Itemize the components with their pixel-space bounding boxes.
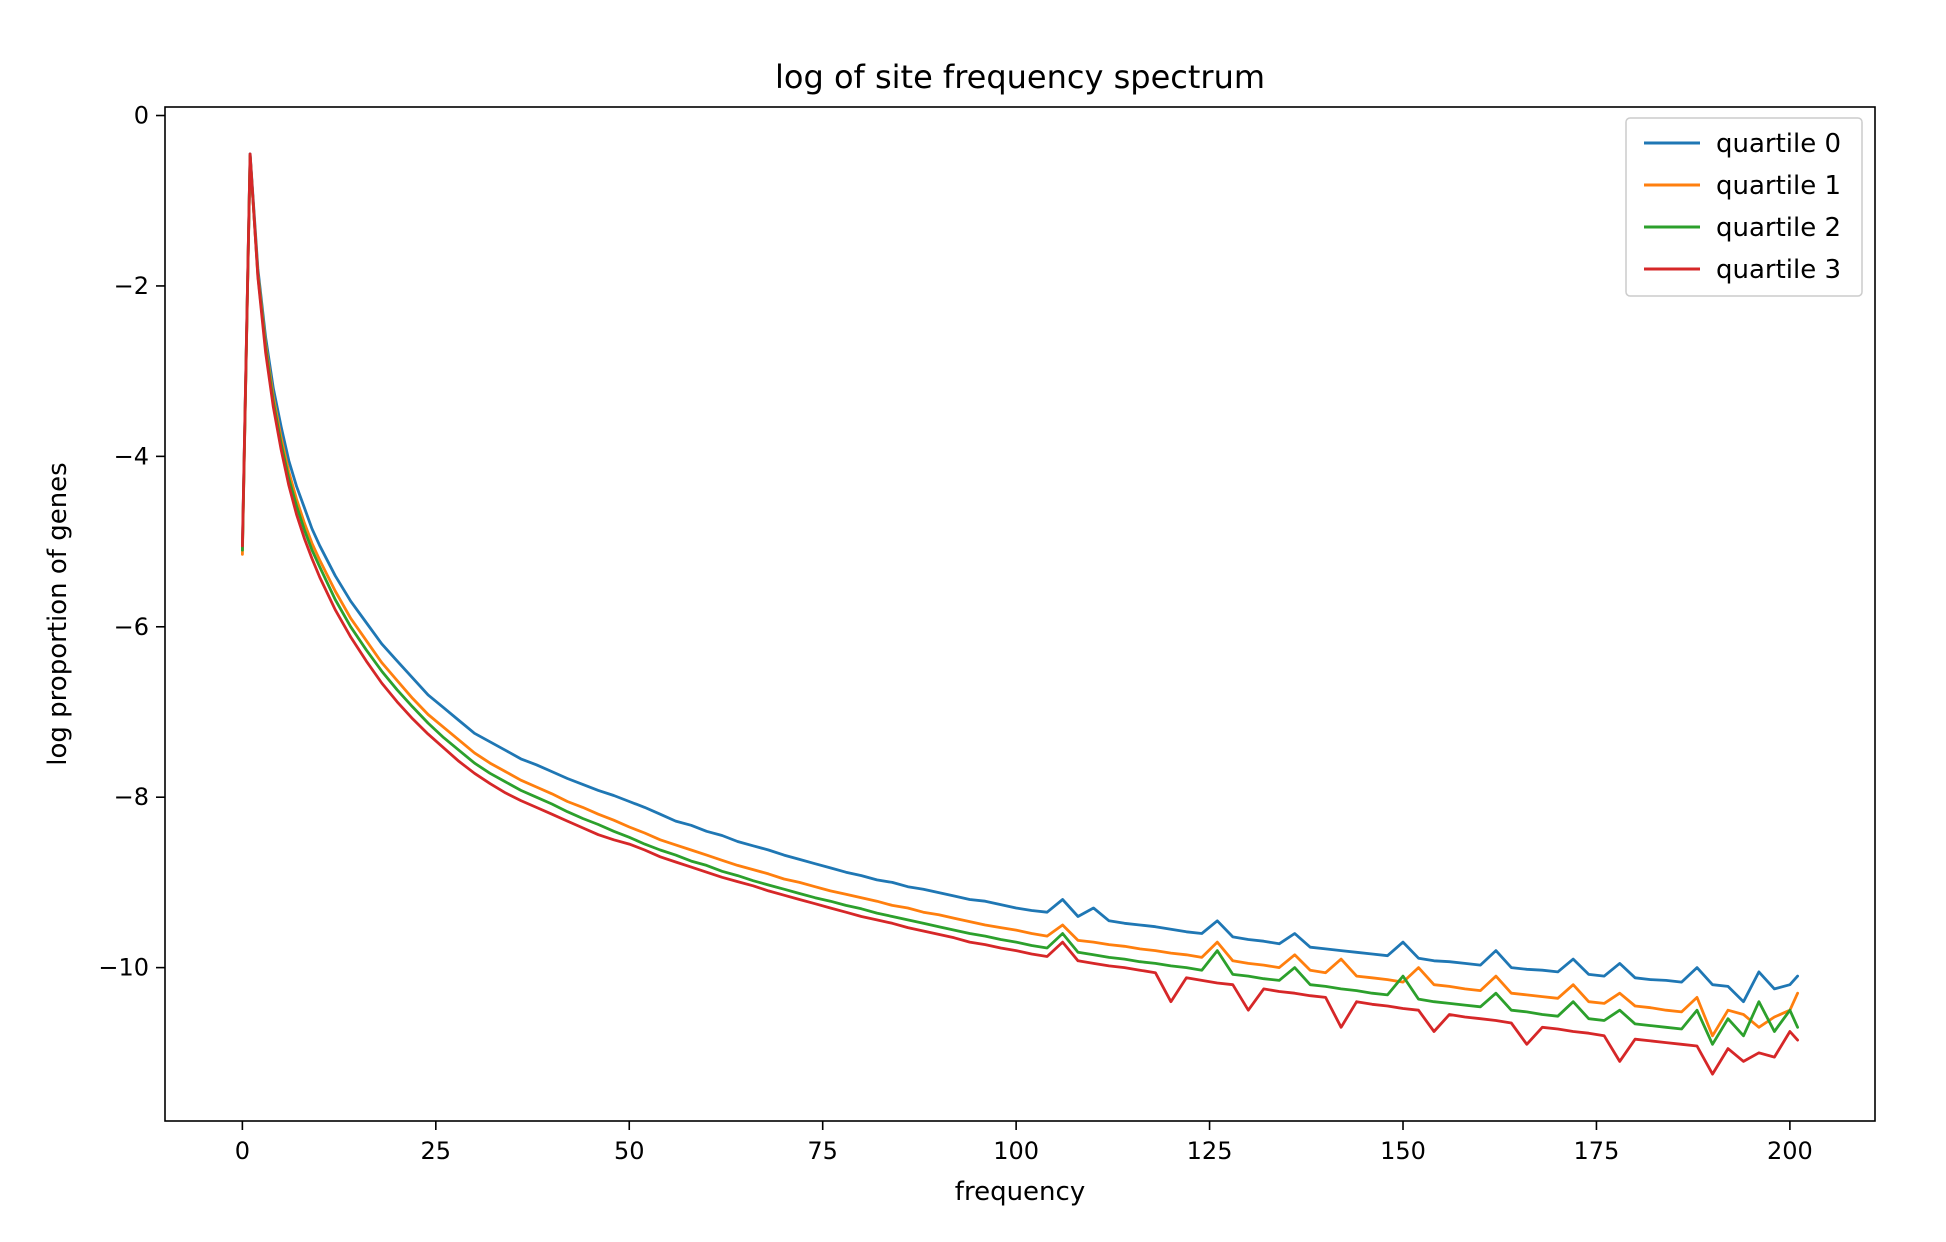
legend-label-2: quartile 2 [1716, 213, 1841, 243]
x-tick-label: 0 [235, 1137, 250, 1165]
x-axis-label: frequency [955, 1177, 1085, 1207]
series-line-quartile-1 [240, 154, 1799, 1038]
x-tick-label: 100 [993, 1137, 1039, 1165]
series-line-quartile-2 [240, 154, 1799, 1046]
x-tick-label: 200 [1767, 1137, 1813, 1165]
legend-label-1: quartile 1 [1716, 171, 1841, 201]
y-tick-label: −6 [114, 613, 149, 641]
series-line-quartile-0 [240, 152, 1799, 1004]
y-tick-label: −10 [98, 954, 149, 982]
x-tick-label: 125 [1187, 1137, 1233, 1165]
legend: quartile 0 quartile 1 quartile 2 quartile 3 [1625, 117, 1863, 297]
x-tick-label: 150 [1380, 1137, 1426, 1165]
legend-label-3: quartile 3 [1716, 255, 1841, 285]
y-axis: 0 −2 −4 −6 −8 −10 [98, 102, 165, 982]
y-tick-label: −2 [114, 272, 149, 300]
series-layer [240, 152, 1799, 1076]
legend-items: quartile 0 quartile 1 quartile 2 quartile 3 [1644, 129, 1841, 285]
x-axis: 0 25 50 75 100 125 150 175 200 [235, 1121, 1813, 1165]
series-line-quartile-3 [240, 152, 1799, 1076]
y-tick-label: −4 [114, 442, 149, 470]
legend-box [1625, 117, 1863, 297]
y-axis-label: log proportion of genes [43, 462, 73, 765]
y-tick-label: −8 [114, 783, 149, 811]
x-tick-label: 25 [421, 1137, 452, 1165]
y-tick-label: 0 [134, 102, 149, 130]
x-tick-label: 175 [1574, 1137, 1620, 1165]
x-tick-label: 50 [614, 1137, 645, 1165]
chart-title: log of site frequency spectrum [775, 58, 1265, 96]
x-tick-label: 75 [807, 1137, 838, 1165]
plot-frame [164, 106, 1876, 1122]
legend-label-0: quartile 0 [1716, 129, 1841, 159]
